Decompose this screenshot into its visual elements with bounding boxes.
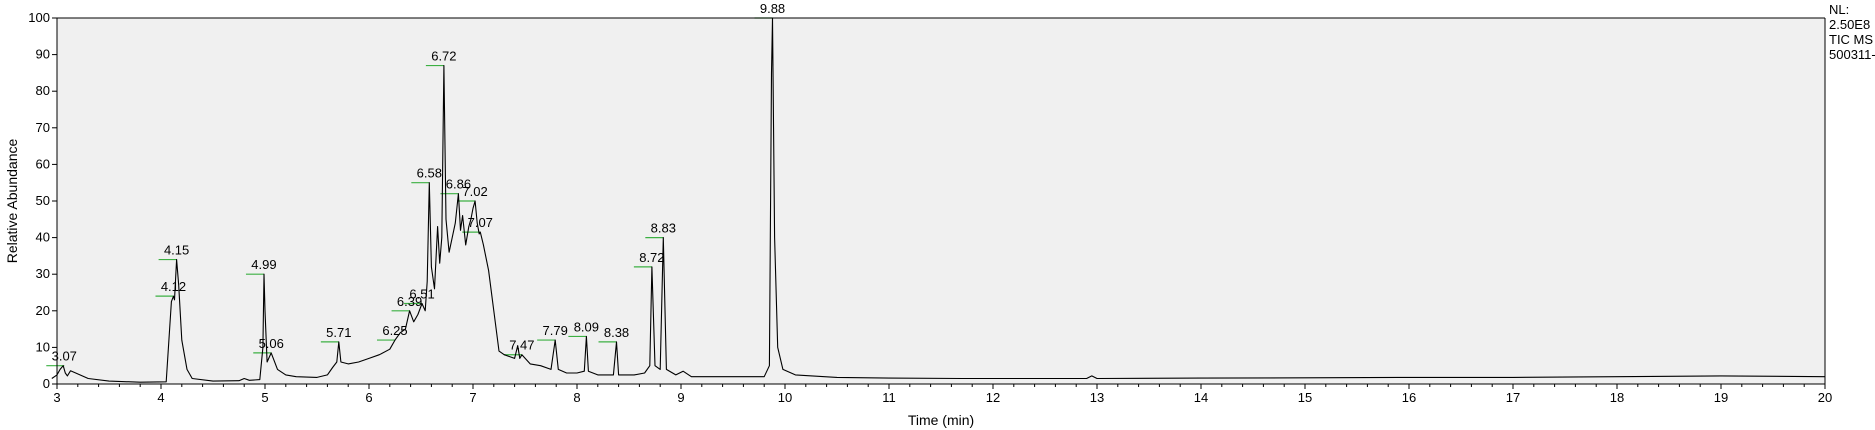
x-tick-label: 15 bbox=[1298, 390, 1312, 405]
x-tick-label: 19 bbox=[1714, 390, 1728, 405]
x-tick-label: 12 bbox=[986, 390, 1000, 405]
peak-label: 4.99 bbox=[251, 257, 276, 272]
x-tick-label: 7 bbox=[469, 390, 476, 405]
chromatogram-trace bbox=[51, 17, 1826, 383]
peak-label: 6.51 bbox=[409, 286, 434, 301]
peak-label: 8.83 bbox=[651, 221, 676, 236]
y-tick-label: 100 bbox=[28, 10, 50, 25]
x-axis-title: Time (min) bbox=[908, 412, 974, 428]
peak-label: 6.39 bbox=[397, 294, 422, 309]
y-tick-label: 10 bbox=[36, 339, 50, 354]
peak-label: 7.47 bbox=[509, 338, 534, 353]
peak-label: 6.86 bbox=[446, 177, 471, 192]
file-name: 500311- bbox=[1829, 47, 1875, 62]
y-tick-label: 50 bbox=[36, 193, 50, 208]
peak-label: 8.09 bbox=[574, 319, 599, 334]
y-tick-label: 60 bbox=[36, 156, 50, 171]
peak-label: 7.79 bbox=[543, 323, 568, 338]
peak-label: 5.06 bbox=[259, 336, 284, 351]
peak-label: 8.38 bbox=[604, 325, 629, 340]
y-tick-label: 30 bbox=[36, 266, 50, 281]
x-tick-label: 16 bbox=[1402, 390, 1416, 405]
x-tick-label: 20 bbox=[1818, 390, 1832, 405]
x-tick-label: 17 bbox=[1506, 390, 1520, 405]
y-tick-label: 20 bbox=[36, 303, 50, 318]
x-tick-label: 14 bbox=[1194, 390, 1208, 405]
trace-type: TIC MS bbox=[1829, 32, 1874, 47]
nl-label: NL: bbox=[1829, 2, 1850, 17]
y-tick-label: 70 bbox=[36, 120, 50, 135]
peak-markers bbox=[46, 17, 773, 367]
peak-labels: 3.07 4.12 4.15 4.99 5.06 5.71 6.25 6.396.51 6.58… bbox=[52, 1, 786, 364]
nl-value: 2.50E8 bbox=[1829, 17, 1871, 32]
peak-label: 9.88 bbox=[760, 1, 785, 16]
peak-label: 6.25 bbox=[382, 323, 407, 338]
axis-ticks: 3 4 5 6 7 8 9 10 11 12 13 14 15 16 17 18 19 20 0 10 20 30 40 50… bbox=[28, 10, 1832, 405]
peak-label: 4.12 bbox=[161, 279, 186, 294]
y-tick-label: 40 bbox=[36, 230, 50, 245]
x-tick-label: 10 bbox=[778, 390, 792, 405]
peak-label: 7.07 bbox=[468, 215, 493, 230]
x-tick-label: 6 bbox=[365, 390, 372, 405]
peak-label: 6.72 bbox=[431, 49, 456, 64]
peak-label: 8.72 bbox=[639, 250, 664, 265]
x-tick-label: 18 bbox=[1610, 390, 1624, 405]
peak-label: 5.71 bbox=[326, 325, 351, 340]
y-tick-label: 80 bbox=[36, 83, 50, 98]
trace-info-panel: NL: 2.50E8 TIC MS 500311- bbox=[1829, 2, 1875, 62]
peak-label: 3.07 bbox=[52, 349, 77, 364]
y-tick-label: 90 bbox=[36, 47, 50, 62]
x-tick-label: 9 bbox=[677, 390, 684, 405]
plot-area bbox=[57, 18, 1825, 384]
x-tick-label: 4 bbox=[157, 390, 164, 405]
y-tick-label: 0 bbox=[43, 376, 50, 391]
x-tick-label: 11 bbox=[882, 390, 896, 405]
x-tick-label: 3 bbox=[53, 390, 60, 405]
x-tick-label: 8 bbox=[573, 390, 580, 405]
peak-label: 7.02 bbox=[462, 184, 487, 199]
x-tick-label: 5 bbox=[261, 390, 268, 405]
peak-label: 6.58 bbox=[417, 166, 442, 181]
peak-label: 4.15 bbox=[164, 243, 189, 258]
x-tick-label: 13 bbox=[1090, 390, 1104, 405]
y-axis-title: Relative Abundance bbox=[4, 139, 20, 264]
